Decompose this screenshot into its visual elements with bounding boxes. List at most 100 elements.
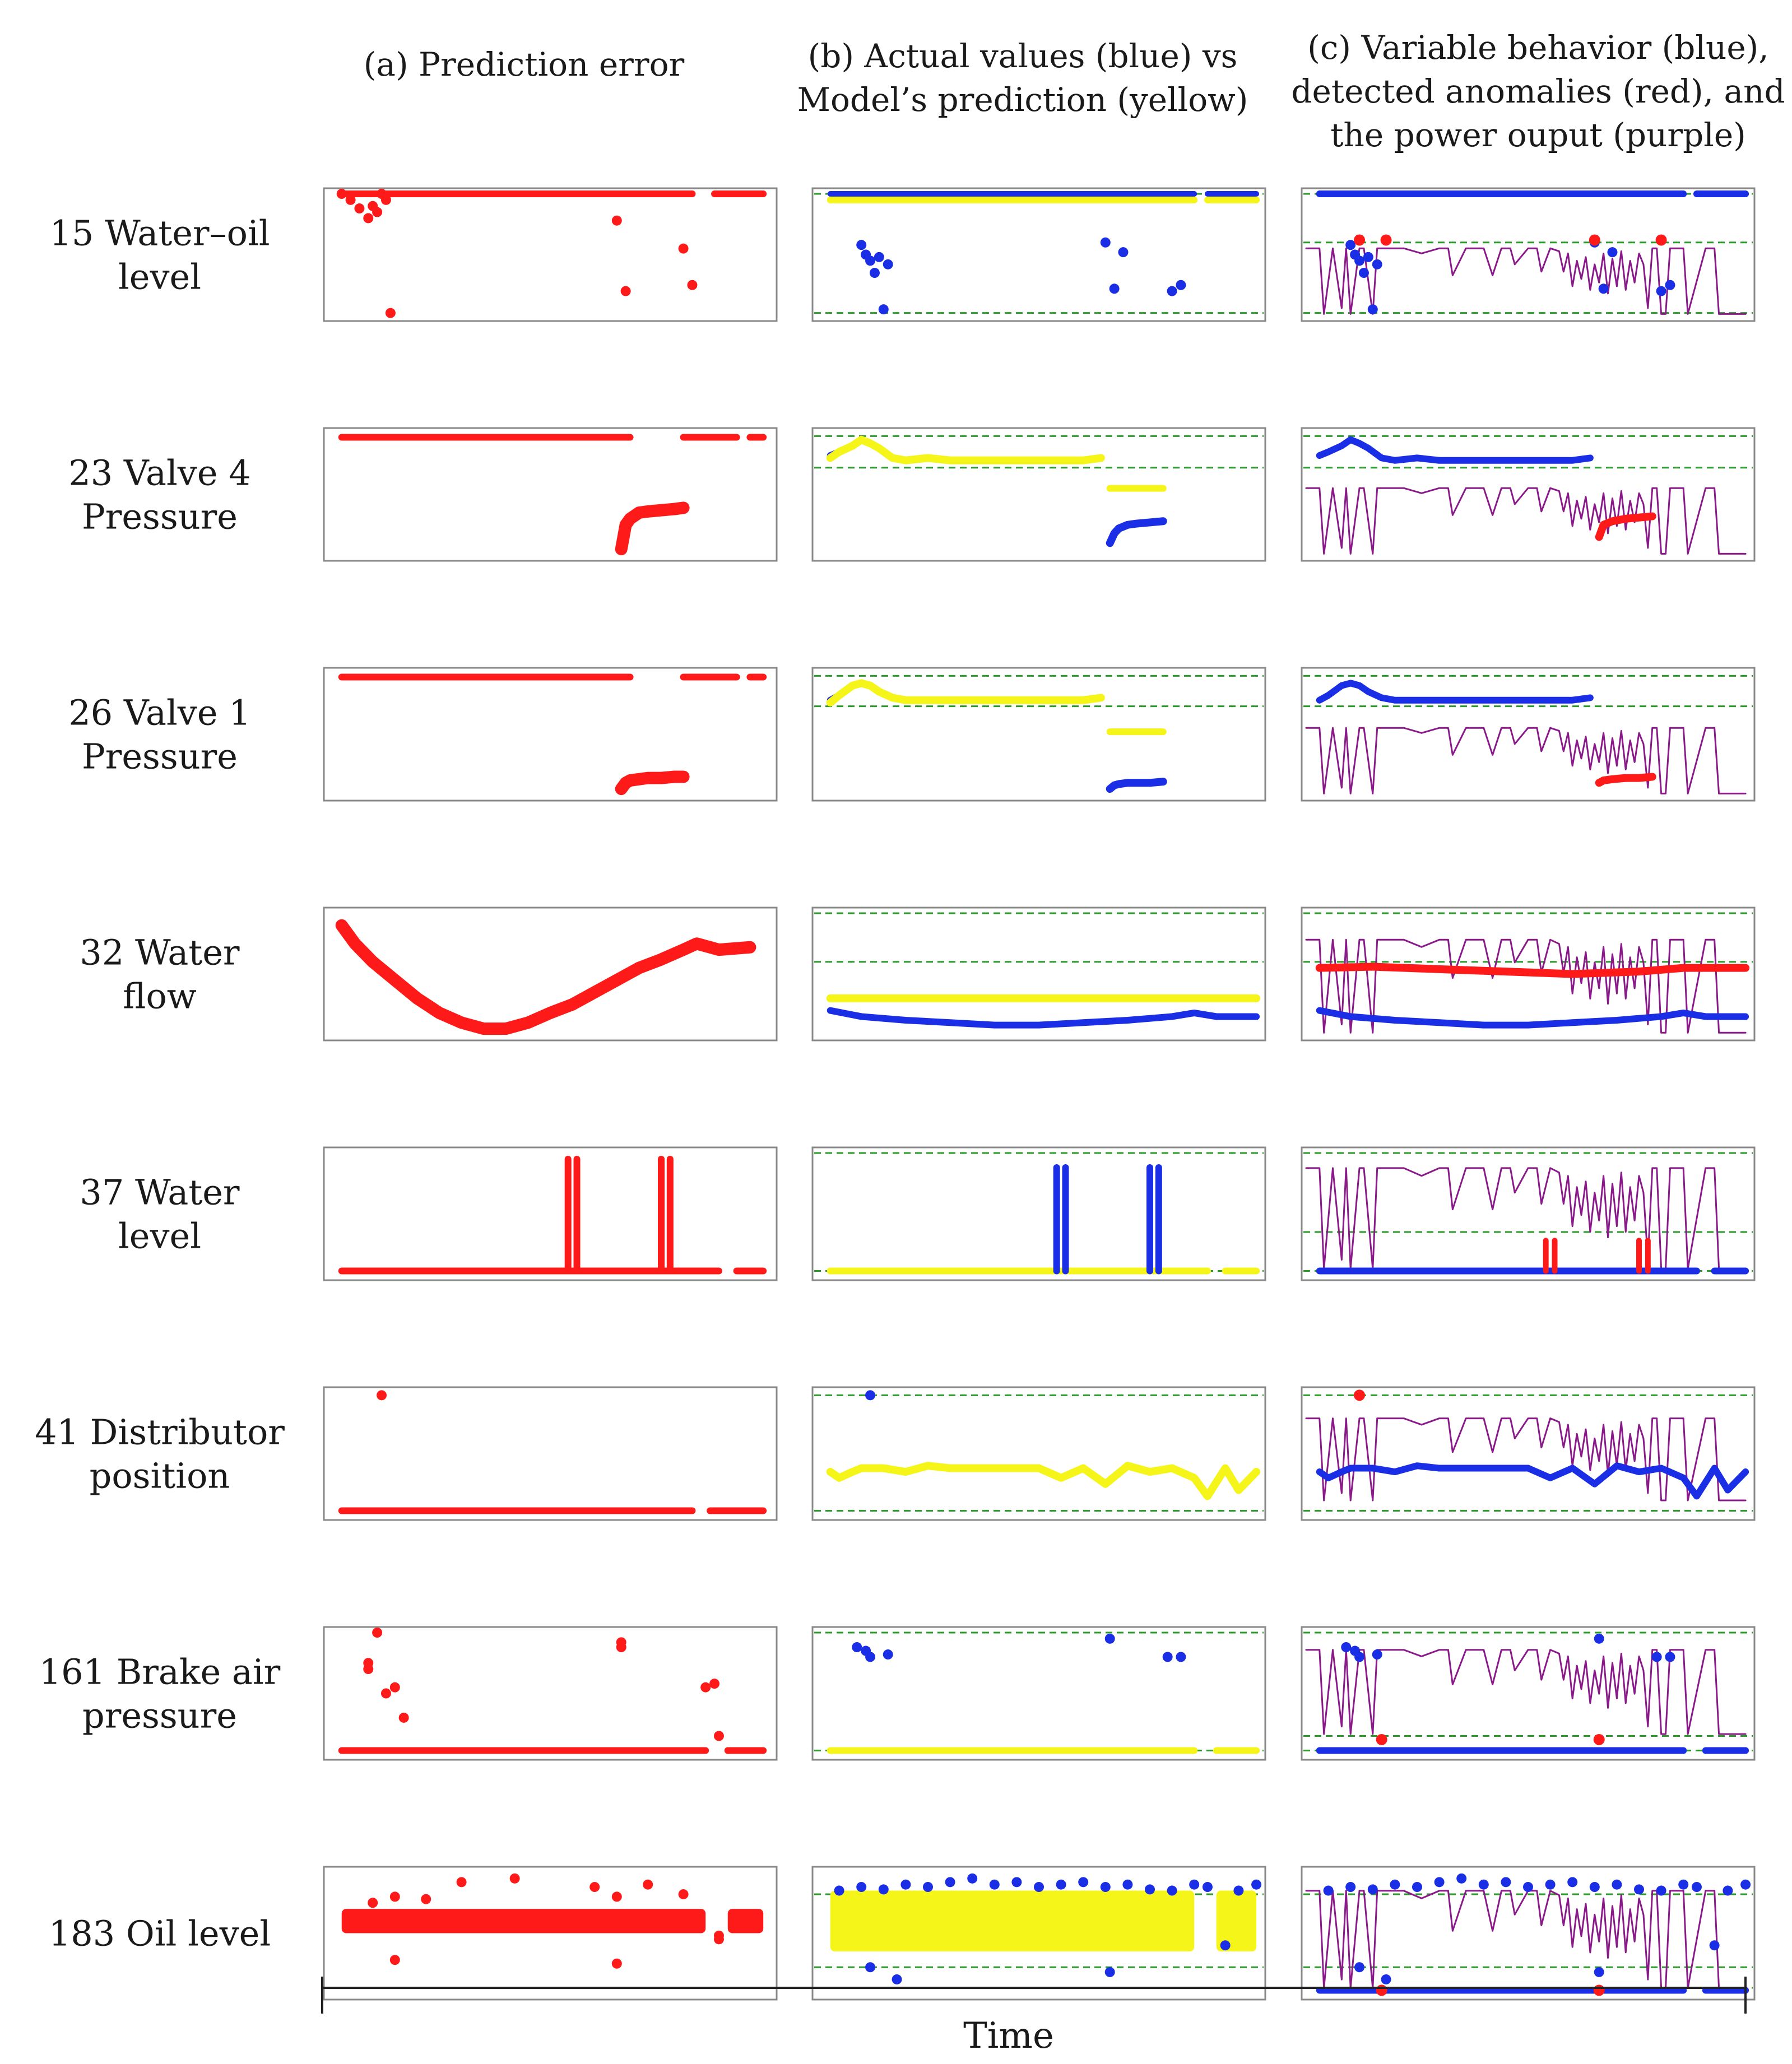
error-point: [389, 1955, 400, 1965]
panel-a-prediction-error: [338, 673, 767, 796]
error-point: [709, 1679, 720, 1689]
actual-point: [883, 259, 893, 269]
power-output-line: [1305, 247, 1747, 315]
behavior-point: [1354, 255, 1365, 266]
actual-point: [1122, 1879, 1133, 1890]
error-point: [687, 280, 698, 290]
actual-point: [1176, 280, 1186, 290]
behavior-point: [1589, 1882, 1600, 1893]
row-label-line: 161 Brake air: [39, 1652, 281, 1693]
col-a-title-line-1: (a) Prediction error: [364, 45, 685, 83]
actual-point: [1011, 1877, 1022, 1888]
col-b-title-line-2: Model’s prediction (yellow): [797, 81, 1248, 119]
power-output-line: [1305, 727, 1747, 794]
error-point: [509, 1873, 520, 1884]
error-band: [341, 1909, 706, 1933]
behavior-point: [1607, 247, 1618, 258]
anomaly-point: [1376, 1733, 1387, 1745]
row-label-line: level: [118, 1216, 201, 1257]
error-point: [456, 1877, 467, 1888]
error-point: [354, 203, 365, 214]
actual-point: [945, 1877, 955, 1888]
actual-point: [1056, 1879, 1066, 1890]
row-label-line: pressure: [82, 1695, 237, 1736]
row-label-line: 32 Water: [80, 932, 240, 973]
anomaly-point: [1376, 1984, 1387, 1996]
time-axis-label: Time: [963, 2015, 1054, 2057]
panel-frame-a: [323, 187, 778, 322]
error-point: [345, 194, 356, 205]
row-label-line: position: [90, 1456, 230, 1496]
error-point: [700, 1682, 711, 1693]
panel-frame-b: [811, 1626, 1266, 1761]
behavior-point: [1594, 1633, 1604, 1644]
actual-point: [1078, 1877, 1089, 1888]
error-curve: [335, 919, 756, 1035]
anomaly-point: [1354, 234, 1366, 246]
error-point: [372, 1628, 383, 1638]
anomaly-point: [1354, 1389, 1366, 1401]
behavior-point: [1456, 1873, 1467, 1884]
power-output-line: [1305, 1417, 1747, 1501]
behavior-point: [1358, 268, 1369, 278]
panel-a-prediction-error: [341, 1873, 764, 1969]
actual-point: [1100, 237, 1111, 248]
behavior-point: [1545, 1879, 1556, 1890]
behavior-point: [1665, 1652, 1675, 1662]
actual-point: [852, 1642, 862, 1653]
error-point: [398, 1712, 409, 1723]
actual-point: [869, 268, 880, 278]
error-point: [377, 1390, 387, 1401]
error-curve: [615, 501, 690, 556]
actual-point: [834, 1885, 844, 1896]
behavior-point: [1740, 1879, 1751, 1890]
actual-point: [1189, 1879, 1200, 1890]
prediction-band: [1216, 1890, 1257, 1952]
behavior-point: [1323, 1885, 1334, 1896]
row-label-line: level: [118, 257, 201, 297]
panel-frame-a: [323, 1146, 778, 1281]
error-point: [616, 1642, 626, 1653]
error-point: [380, 194, 391, 205]
behavior-point: [1363, 252, 1373, 262]
error-point: [713, 1731, 724, 1741]
row-label-line: Pressure: [82, 496, 238, 537]
anomaly-point: [1593, 1984, 1605, 1996]
row-label-line: 41 Distributor: [35, 1412, 285, 1453]
behavior-line: [1316, 436, 1594, 464]
error-curve: [615, 770, 690, 796]
panel-a-prediction-error: [335, 919, 756, 1035]
behavior-line: [1316, 1462, 1749, 1500]
error-point: [363, 1664, 374, 1675]
actual-point: [874, 252, 884, 262]
anomaly-curve: [1595, 773, 1656, 787]
actual-point: [923, 1882, 933, 1893]
actual-point: [1100, 1882, 1111, 1893]
actual-point: [865, 1652, 876, 1662]
panel-b-actual-vs-prediction: [814, 191, 1264, 315]
behavior-point: [1372, 1649, 1382, 1660]
behavior-point: [1678, 1879, 1689, 1890]
panel-a-prediction-error: [338, 1155, 767, 1275]
actual-point: [856, 240, 867, 250]
row-label-line: 23 Valve 4: [68, 453, 250, 494]
row-label-line: Pressure: [82, 736, 238, 777]
error-point: [336, 189, 347, 199]
actual-point: [865, 255, 876, 266]
actual-point: [1251, 1879, 1262, 1890]
error-point: [380, 1688, 391, 1699]
panel-b-actual-vs-prediction: [814, 435, 1264, 547]
actual-point: [878, 1884, 889, 1895]
power-output-line: [1305, 487, 1747, 555]
panel-frame-c: [1301, 1626, 1756, 1761]
panel-b-actual-vs-prediction: [814, 912, 1264, 1029]
panel-c-behavior-anomalies: [1303, 190, 1753, 315]
behavior-point: [1709, 1940, 1720, 1951]
error-point: [611, 215, 622, 226]
actual-point: [1176, 1652, 1186, 1662]
panel-a-prediction-error: [338, 1390, 767, 1514]
panel-a-prediction-error: [338, 434, 767, 556]
behavior-point: [1354, 1652, 1365, 1662]
